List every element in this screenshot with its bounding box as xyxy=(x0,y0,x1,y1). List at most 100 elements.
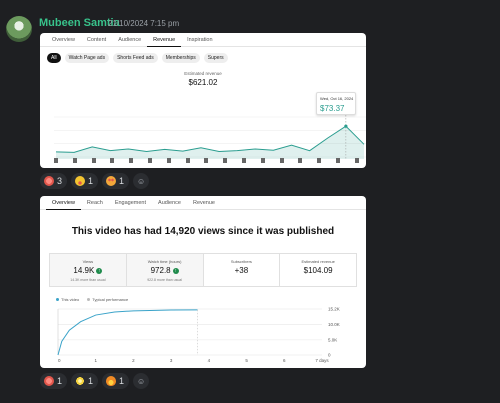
views-line-chart: 15.2K 10.0K 5.0K 0 0 1 2 3 4 5 6 7 days xyxy=(57,307,340,363)
overview-tabs: Overview Reach Engagement Audience Reven… xyxy=(40,196,366,210)
chip-memberships: Memberships xyxy=(161,53,200,63)
tab-audience: Audience xyxy=(118,37,142,43)
add-reaction-button[interactable]: ☺ xyxy=(133,373,150,389)
metric-estimated-revenue: Estimated revenue $104.09 xyxy=(279,254,356,286)
reaction-heart-hands[interactable]: 1 xyxy=(40,373,68,389)
author-name[interactable]: Mubeen Samtia xyxy=(39,17,120,29)
arrow-up-icon: ↑ xyxy=(96,268,103,274)
x-tick-label: 6 xyxy=(283,358,286,363)
legend-typical: Typical performance xyxy=(87,297,128,302)
axis-tick xyxy=(223,158,228,163)
views-line xyxy=(57,309,198,356)
y-tick-label: 10.0K xyxy=(328,322,340,327)
add-reaction-button[interactable]: ☺ xyxy=(133,173,150,189)
legend-dot-icon xyxy=(56,298,59,301)
arrow-up-icon: ↑ xyxy=(172,268,179,274)
y-tick-label: 15.2K xyxy=(328,307,340,312)
reaction-count: 1 xyxy=(88,376,94,386)
analytics-tabs: Overview Content Audience Revenue Inspir… xyxy=(40,33,366,47)
message-timestamp: 21/10/2024 7:15 pm xyxy=(108,19,180,28)
axis-tick xyxy=(72,158,77,163)
axis-tick xyxy=(204,158,209,163)
chip-all: All xyxy=(47,53,61,63)
heart-hands-emoji-icon xyxy=(44,176,54,186)
axis-tick xyxy=(335,158,340,163)
reaction-count: 1 xyxy=(119,176,125,186)
reaction-count: 1 xyxy=(57,376,63,386)
estimated-revenue-value: $621.02 xyxy=(188,78,218,87)
tooltip-value: $73.37 xyxy=(320,104,345,113)
revenue-filter-chips: All Watch Page ads Shorts Feed ads Membe… xyxy=(47,53,228,63)
metric-sub: 922.8 more than usual xyxy=(147,278,183,282)
x-tick-label: 3 xyxy=(170,358,173,363)
date-axis-thumbnails xyxy=(54,158,366,163)
tab-overview: Overview xyxy=(52,37,75,43)
tongue-emoji-icon xyxy=(75,176,86,186)
x-tick-label: 0 xyxy=(58,358,61,363)
revenue-area-chart xyxy=(54,115,366,159)
metric-watch-time: Watch time (hours) 972.8 ↑ 922.8 more tha… xyxy=(125,254,203,286)
tab-reach: Reach xyxy=(86,200,103,206)
reaction-sparkles[interactable]: 1 xyxy=(71,373,99,389)
axis-tick xyxy=(54,158,58,163)
avatar[interactable] xyxy=(6,16,32,42)
chip-shorts-feed-ads: Shorts Feed ads xyxy=(113,53,158,63)
axis-tick xyxy=(185,158,190,163)
estimated-revenue-label: Estimated revenue xyxy=(184,71,222,76)
axis-tick xyxy=(241,158,246,163)
heart-eyes-emoji-icon xyxy=(106,176,117,186)
reaction-fire[interactable]: 1 xyxy=(102,373,130,389)
revenue-point xyxy=(344,124,348,128)
fire-emoji-icon xyxy=(106,376,117,386)
x-tick-label: 4 xyxy=(208,358,211,363)
tab-overview: Overview xyxy=(46,196,81,210)
metric-value: $104.09 xyxy=(303,266,333,275)
metric-label: Estimated revenue xyxy=(301,259,335,264)
overview-screenshot[interactable]: Overview Reach Engagement Audience Reven… xyxy=(40,196,366,368)
metric-value: 972.8 ↑ xyxy=(150,266,179,275)
metric-sub: 14.3K more than usual xyxy=(70,278,106,282)
revenue-area xyxy=(56,126,364,159)
metric-subscribers: Subscribers +38 xyxy=(202,254,280,286)
axis-tick xyxy=(91,158,96,163)
axis-tick xyxy=(129,158,134,163)
axis-tick xyxy=(166,158,171,163)
reaction-count: 3 xyxy=(57,176,63,186)
tab-revenue: Revenue xyxy=(192,200,215,206)
axis-tick xyxy=(110,158,115,163)
revenue-line xyxy=(55,125,365,153)
chart-legend: This video Typical performance xyxy=(56,297,128,302)
reaction-count: 1 xyxy=(119,376,125,386)
chip-supers: Supers xyxy=(203,53,228,63)
axis-tick xyxy=(317,158,322,163)
smiley-plus-icon: ☺ xyxy=(136,176,146,186)
x-tick-label: 2 xyxy=(132,358,135,363)
sparkles-emoji-icon xyxy=(75,376,86,386)
x-tick-label: 5 xyxy=(245,358,248,363)
tab-engagement: Engagement xyxy=(114,200,147,206)
axis-tick xyxy=(279,158,284,163)
smiley-plus-icon: ☺ xyxy=(136,376,146,386)
axis-tick xyxy=(147,158,152,163)
legend-this-video: This video xyxy=(56,297,79,302)
revenue-screenshot[interactable]: Overview Content Audience Revenue Inspir… xyxy=(40,33,366,168)
metric-views: Views 14.9K ↑ 14.3K more than usual xyxy=(50,254,126,286)
metric-label: Watch time (hours) xyxy=(147,259,182,264)
tooltip-date: Wed, Oct 16, 2024 xyxy=(320,96,354,101)
metric-value: +38 xyxy=(234,266,249,275)
tab-inspiration: Inspiration xyxy=(187,37,213,43)
axis-tick xyxy=(354,158,359,163)
reactions-row: 1 1 1 ☺ xyxy=(40,373,150,389)
heart-hands-emoji-icon xyxy=(44,376,54,386)
reaction-heart-eyes[interactable]: 1 xyxy=(102,173,130,189)
overview-headline: This video has had 14,920 views since it… xyxy=(71,226,335,237)
legend-dot-icon xyxy=(87,298,91,301)
reaction-heart-hands[interactable]: 3 xyxy=(40,173,68,189)
axis-tick xyxy=(298,158,303,163)
reaction-count: 1 xyxy=(88,176,94,186)
tab-audience: Audience xyxy=(158,200,181,206)
y-tick-label: 0 xyxy=(328,353,331,358)
reaction-tongue[interactable]: 1 xyxy=(71,173,99,189)
axis-tick xyxy=(260,158,265,163)
